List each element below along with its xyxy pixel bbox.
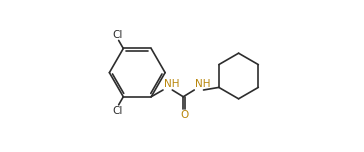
Text: Cl: Cl	[112, 106, 123, 116]
Text: NH: NH	[163, 79, 179, 89]
Text: O: O	[180, 110, 189, 120]
Text: Cl: Cl	[112, 30, 123, 40]
Text: NH: NH	[195, 79, 210, 89]
